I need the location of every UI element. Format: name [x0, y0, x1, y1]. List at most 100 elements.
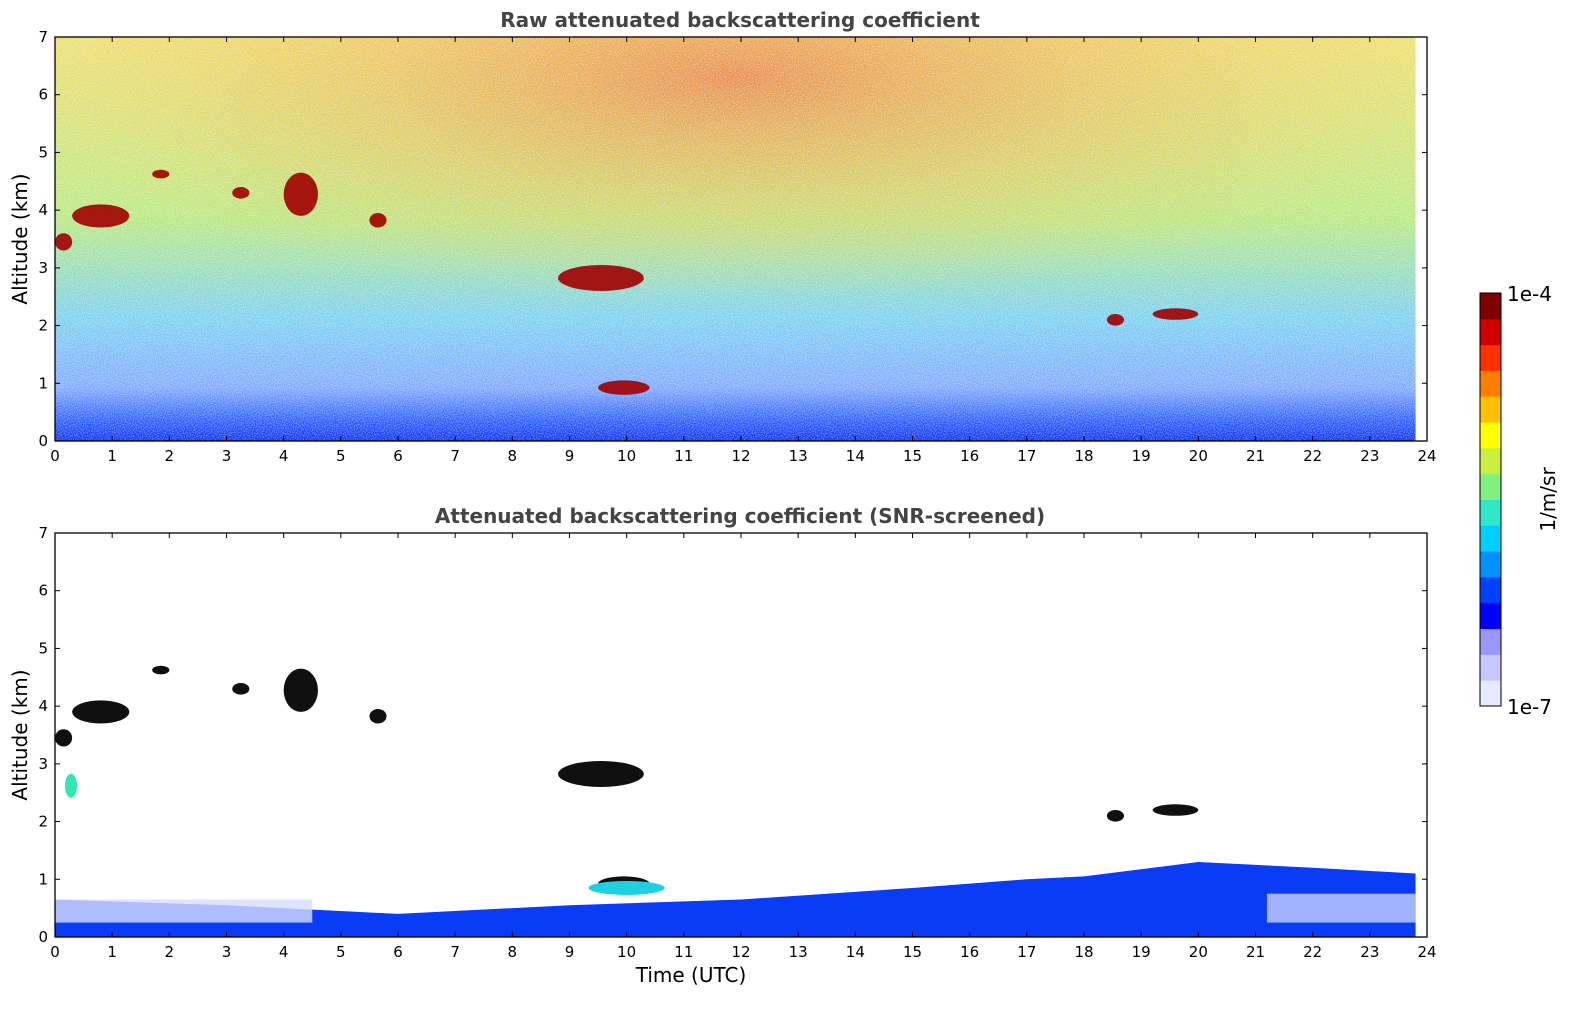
cloud-echo: [152, 169, 170, 179]
x-tick-label: 12: [731, 943, 750, 961]
x-tick-label: 3: [222, 943, 232, 961]
x-tick-label: 10: [617, 943, 636, 961]
x-tick-label: 24: [1417, 447, 1436, 465]
cloud-echo: [1152, 308, 1199, 320]
chart-title: Attenuated backscattering coefficient (S…: [435, 504, 1045, 528]
cloud-echo: [558, 264, 644, 291]
colorbar-segment: [1480, 473, 1501, 500]
x-tick-label: 7: [450, 943, 460, 961]
colorbar-min-label: 1e-7: [1507, 695, 1552, 719]
colorbar-segment: [1480, 293, 1501, 320]
y-tick-label: 5: [38, 143, 48, 161]
y-tick-label: 6: [38, 582, 48, 600]
boundary-layer-echo: [55, 861, 1416, 937]
cloud-features: [55, 37, 1427, 441]
aerosol-echo: [65, 773, 78, 798]
x-tick-label: 0: [50, 447, 60, 465]
y-tick-label: 0: [38, 432, 48, 450]
y-tick-label: 0: [38, 928, 48, 946]
x-tick-label: 22: [1303, 943, 1322, 961]
x-tick-label: 20: [1189, 447, 1208, 465]
x-tick-label: 14: [846, 447, 865, 465]
colorbar-frame: [1479, 292, 1502, 707]
x-tick-label: 23: [1360, 943, 1379, 961]
x-tick-label: 8: [508, 447, 518, 465]
x-tick-label: 8: [508, 943, 518, 961]
cloud-echo: [369, 709, 387, 724]
x-tick-label: 15: [903, 943, 922, 961]
x-tick-label: 21: [1246, 447, 1265, 465]
x-tick-label: 12: [731, 447, 750, 465]
cloud-echo: [55, 233, 73, 251]
x-tick-label: 11: [674, 943, 693, 961]
x-tick-label: 15: [903, 447, 922, 465]
x-tick-label: 6: [393, 943, 403, 961]
x-tick-label: 14: [846, 943, 865, 961]
colorbar-max-label: 1e-4: [1507, 282, 1552, 306]
cloud-echo: [72, 700, 130, 724]
y-tick-label: 1: [38, 374, 48, 392]
x-tick-label: 24: [1417, 943, 1436, 961]
heatmap-field: [55, 533, 1427, 937]
y-tick-label: 5: [38, 639, 48, 657]
cloud-echo: [55, 729, 73, 747]
aerosol-echo: [588, 880, 665, 895]
colorbar-segment: [1480, 396, 1501, 423]
colorbar-segment: [1480, 318, 1501, 346]
no-data-strip: [1415, 37, 1427, 441]
x-axis-label: Time (UTC): [635, 963, 747, 987]
x-tick-label: 1: [107, 943, 117, 961]
x-tick-label: 11: [674, 447, 693, 465]
x-tick-label: 13: [789, 447, 808, 465]
y-tick-label: 7: [38, 524, 48, 542]
x-tick-label: 9: [565, 447, 575, 465]
raw-backscatter-panel: Raw attenuated backscattering coefficien…: [8, 8, 1437, 465]
low-snr-layer: [55, 899, 313, 923]
x-tick-label: 19: [1132, 943, 1151, 961]
y-axis-label: Altitude (km): [8, 669, 32, 800]
x-tick-label: 16: [960, 943, 979, 961]
cloud-echo: [283, 172, 318, 216]
x-tick-label: 18: [1074, 943, 1093, 961]
cloud-echo: [598, 380, 650, 395]
colorbar-segment: [1480, 447, 1501, 475]
x-tick-label: 23: [1360, 447, 1379, 465]
colorbar-segment: [1480, 525, 1501, 552]
x-tick-label: 17: [1017, 943, 1036, 961]
x-tick-label: 9: [565, 943, 575, 961]
cloud-echo: [232, 683, 250, 695]
x-tick-label: 3: [222, 447, 232, 465]
x-tick-label: 19: [1132, 447, 1151, 465]
x-tick-label: 7: [450, 447, 460, 465]
x-tick-label: 4: [279, 447, 289, 465]
colorbar-segment: [1480, 602, 1501, 630]
axes: 0 1 2 3 4 5 6 7 8 9 10 11 12 13 14 15 16 17 18 19 20 21 22 23 24…: [8, 28, 1437, 465]
x-tick-label: 5: [336, 447, 346, 465]
colorbar-unit-label: 1/m/sr: [1536, 467, 1560, 532]
x-tick-label: 1: [107, 447, 117, 465]
cloud-features: [55, 665, 1416, 937]
colorbar-segment: [1480, 344, 1501, 371]
y-tick-label: 4: [38, 697, 48, 715]
y-tick-label: 2: [38, 813, 48, 831]
colorbar-segment: [1480, 680, 1501, 707]
cloud-echo: [369, 213, 387, 228]
y-tick-label: 1: [38, 870, 48, 888]
cloud-echo: [72, 204, 130, 228]
colorbar-segment: [1480, 576, 1501, 604]
x-tick-label: 2: [165, 943, 175, 961]
chart-title: Raw attenuated backscattering coefficien…: [500, 8, 980, 32]
y-tick-label: 6: [38, 86, 48, 104]
y-tick-label: 3: [38, 755, 48, 773]
cloud-echo: [1106, 314, 1125, 326]
colorbar: 1e-4 1e-7 1/m/sr: [1479, 282, 1560, 719]
colorbar-segment: [1480, 628, 1501, 655]
x-tick-label: 21: [1246, 943, 1265, 961]
x-tick-label: 16: [960, 447, 979, 465]
cloud-echo: [558, 760, 644, 787]
colorbar-segment: [1480, 551, 1501, 578]
colorbar-segment: [1480, 422, 1501, 449]
x-tick-label: 17: [1017, 447, 1036, 465]
y-tick-label: 4: [38, 201, 48, 219]
cloud-echo: [1152, 804, 1199, 816]
